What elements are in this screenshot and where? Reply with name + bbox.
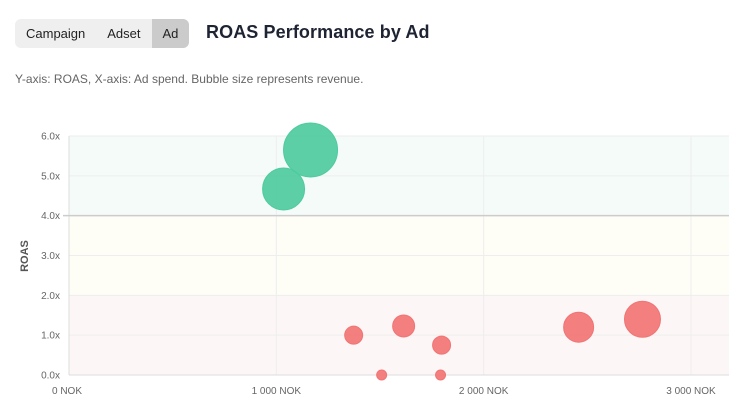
- bubble-point[interactable]: [563, 311, 595, 343]
- y-tick-label: 1.0x: [41, 331, 60, 342]
- bubble-point[interactable]: [392, 314, 416, 338]
- toggle-adset[interactable]: Adset: [107, 26, 141, 41]
- y-tick-label: 3.0x: [41, 251, 60, 262]
- bubble-point[interactable]: [623, 300, 661, 338]
- chart-title: ROAS Performance by Ad: [206, 22, 430, 42]
- bubble-point[interactable]: [344, 325, 364, 345]
- axes: 0.0x 1.0x 2.0x 3.0x 4.0x 5.0x 6.0x 0 NOK 1 000 N…: [41, 132, 729, 397]
- x-tick-label: 3 000 NOK: [666, 386, 716, 397]
- y-tick-label: 5.0x: [41, 171, 60, 182]
- level-toggle: Campaign Adset Ad: [15, 19, 190, 48]
- y-tick-label: 4.0x: [41, 211, 60, 222]
- bubble-point[interactable]: [435, 369, 447, 381]
- y-tick-label: 6.0x: [41, 132, 60, 143]
- chart-subtitle: Y-axis: ROAS, X-axis: Ad spend. Bubble s…: [15, 72, 364, 86]
- bubble-point[interactable]: [376, 369, 388, 381]
- toggle-ad[interactable]: Ad: [151, 19, 190, 48]
- y-axis-label: ROAS: [19, 240, 31, 272]
- toggle-campaign[interactable]: Campaign: [26, 26, 86, 41]
- x-tick-label: 1 000 NOK: [252, 386, 302, 397]
- x-tick-label: 2 000 NOK: [459, 386, 509, 397]
- x-tick-label: 0 NOK: [52, 386, 82, 397]
- bubble-point[interactable]: [262, 167, 306, 211]
- bubble-point[interactable]: [432, 335, 452, 355]
- bubble-point[interactable]: [283, 122, 339, 178]
- y-tick-label: 2.0x: [41, 291, 60, 302]
- bubbles: [262, 122, 661, 381]
- y-tick-label: 0.0x: [41, 371, 60, 382]
